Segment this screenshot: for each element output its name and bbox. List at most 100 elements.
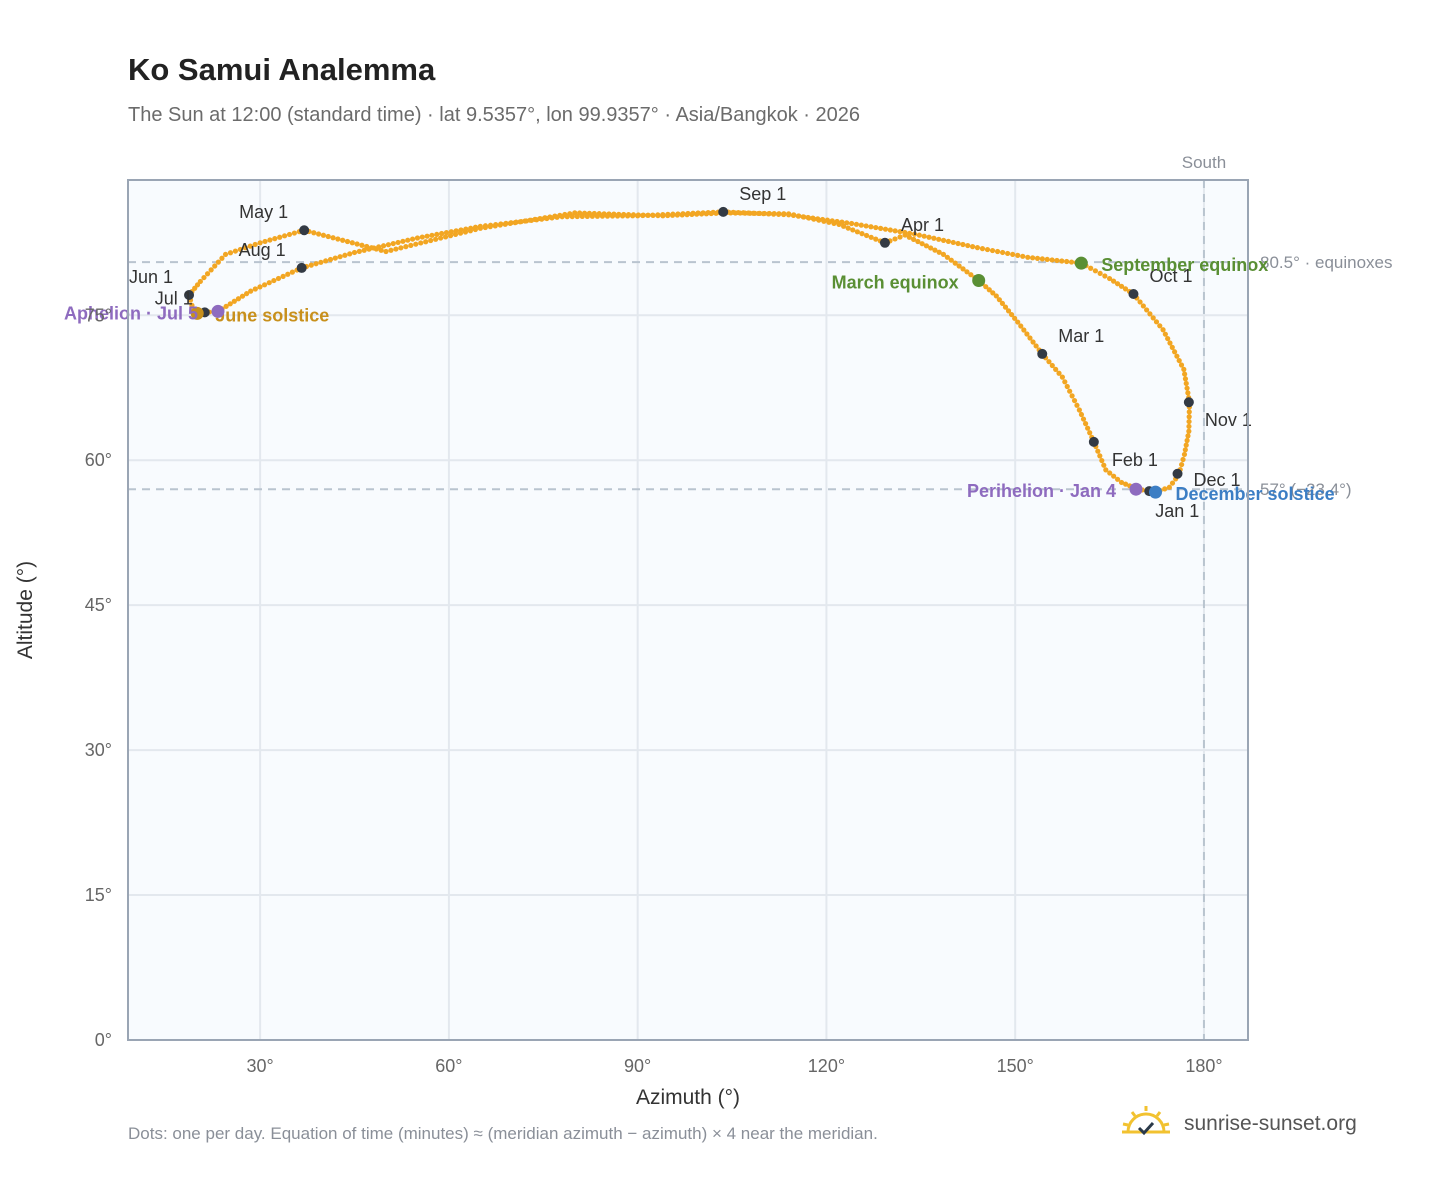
- daily-dot: [755, 210, 762, 217]
- daily-dot: [926, 234, 932, 240]
- month-marker: [1037, 348, 1048, 359]
- daily-dot: [931, 235, 937, 241]
- daily-dot: [400, 238, 406, 244]
- daily-dot: [308, 262, 314, 268]
- daily-dot: [380, 243, 387, 249]
- daily-dot: [1012, 315, 1018, 321]
- daily-dot: [1010, 251, 1016, 258]
- daily-dot: [810, 215, 816, 221]
- daily-dot: [655, 212, 661, 218]
- daily-dot: [853, 221, 860, 227]
- daily-dot: [824, 217, 830, 223]
- x-tick-label: 90°: [624, 1056, 651, 1076]
- daily-dot: [316, 231, 322, 237]
- daily-dot: [356, 248, 362, 254]
- daily-dot: [1078, 411, 1085, 418]
- brand[interactable]: sunrise-sunset.org: [1120, 1102, 1357, 1146]
- daily-dot: [1064, 258, 1070, 265]
- daily-dot: [1118, 479, 1125, 486]
- daily-dot: [219, 255, 225, 261]
- daily-dot: [960, 241, 966, 248]
- daily-dot: [405, 237, 411, 243]
- daily-dot: [503, 220, 509, 226]
- daily-dot: [911, 236, 917, 242]
- daily-dot: [383, 248, 389, 255]
- daily-dot: [1053, 366, 1059, 372]
- daily-dot: [850, 227, 856, 233]
- daily-dot: [320, 232, 327, 238]
- daily-dot: [994, 248, 1001, 255]
- sun-check-icon: [1122, 1106, 1170, 1136]
- daily-dot: [518, 218, 524, 225]
- daily-dot: [1182, 447, 1188, 453]
- daily-dot: [204, 271, 211, 277]
- daily-dot: [272, 236, 278, 242]
- daily-dot: [344, 238, 351, 245]
- daily-dot: [408, 242, 414, 249]
- month-marker: [184, 289, 195, 300]
- month-marker-label: Dec 1: [1194, 470, 1241, 490]
- daily-dot: [257, 240, 263, 246]
- daily-dot: [1101, 462, 1107, 468]
- daily-dot: [1162, 331, 1168, 337]
- daily-dot: [266, 280, 272, 286]
- daily-dot: [442, 234, 449, 240]
- daily-dot: [945, 238, 951, 244]
- daily-dot: [413, 241, 419, 247]
- daily-dot: [960, 266, 966, 272]
- event-marker: [211, 304, 225, 318]
- daily-dot: [271, 277, 277, 284]
- daily-dot: [428, 237, 434, 244]
- daily-dot: [882, 226, 889, 232]
- event-marker: [190, 306, 204, 320]
- daily-dot: [325, 233, 331, 240]
- daily-dot: [1180, 456, 1186, 463]
- daily-dot: [559, 214, 565, 220]
- month-marker-label: Nov 1: [1205, 410, 1252, 430]
- daily-dot: [554, 214, 560, 220]
- daily-dot: [1059, 258, 1065, 264]
- y-tick-label: 30°: [85, 740, 112, 760]
- daily-dot: [549, 215, 555, 221]
- daily-dot: [1015, 252, 1021, 258]
- daily-dot: [665, 211, 671, 217]
- daily-dot: [936, 236, 942, 242]
- daily-dot: [919, 241, 925, 247]
- reference-lines: South 80.5° · equinoxes 57° (−23.4°): [128, 153, 1393, 1040]
- daily-dot: [419, 234, 425, 240]
- daily-dot: [453, 228, 459, 234]
- daily-dot: [1049, 257, 1055, 263]
- event-label: June solstice: [215, 305, 329, 325]
- daily-dot: [1169, 480, 1176, 486]
- event-label: March equinox: [832, 272, 959, 292]
- daily-dot: [282, 233, 288, 239]
- daily-dot: [366, 246, 372, 252]
- daily-dot: [584, 213, 590, 219]
- daily-dot: [795, 213, 801, 219]
- daily-dot: [398, 245, 404, 251]
- daily-dot: [776, 211, 782, 217]
- daily-dot: [1147, 311, 1153, 317]
- brand-name: sunrise-sunset.org: [1184, 1112, 1357, 1135]
- daily-dot: [390, 240, 396, 247]
- y-tick-label: 75°: [85, 305, 112, 325]
- daily-dot: [434, 231, 440, 238]
- daily-dot: [376, 244, 382, 250]
- daily-dot: [955, 240, 961, 247]
- daily-dot: [897, 234, 903, 240]
- event-marker: [972, 273, 986, 287]
- daily-dot: [1114, 281, 1121, 287]
- daily-dot: [1030, 339, 1036, 345]
- daily-dot: [993, 293, 999, 299]
- daily-dot: [1162, 486, 1168, 492]
- daily-dot: [215, 259, 221, 265]
- daily-dot: [800, 214, 806, 220]
- daily-dot: [395, 239, 401, 246]
- daily-dot: [989, 247, 996, 254]
- daily-dot: [932, 247, 938, 253]
- chart-subtitle: The Sun at 12:00 (standard time) · lat 9…: [128, 104, 861, 126]
- daily-dot: [1097, 453, 1103, 459]
- daily-dot: [892, 228, 898, 234]
- daily-dot: [1002, 304, 1009, 310]
